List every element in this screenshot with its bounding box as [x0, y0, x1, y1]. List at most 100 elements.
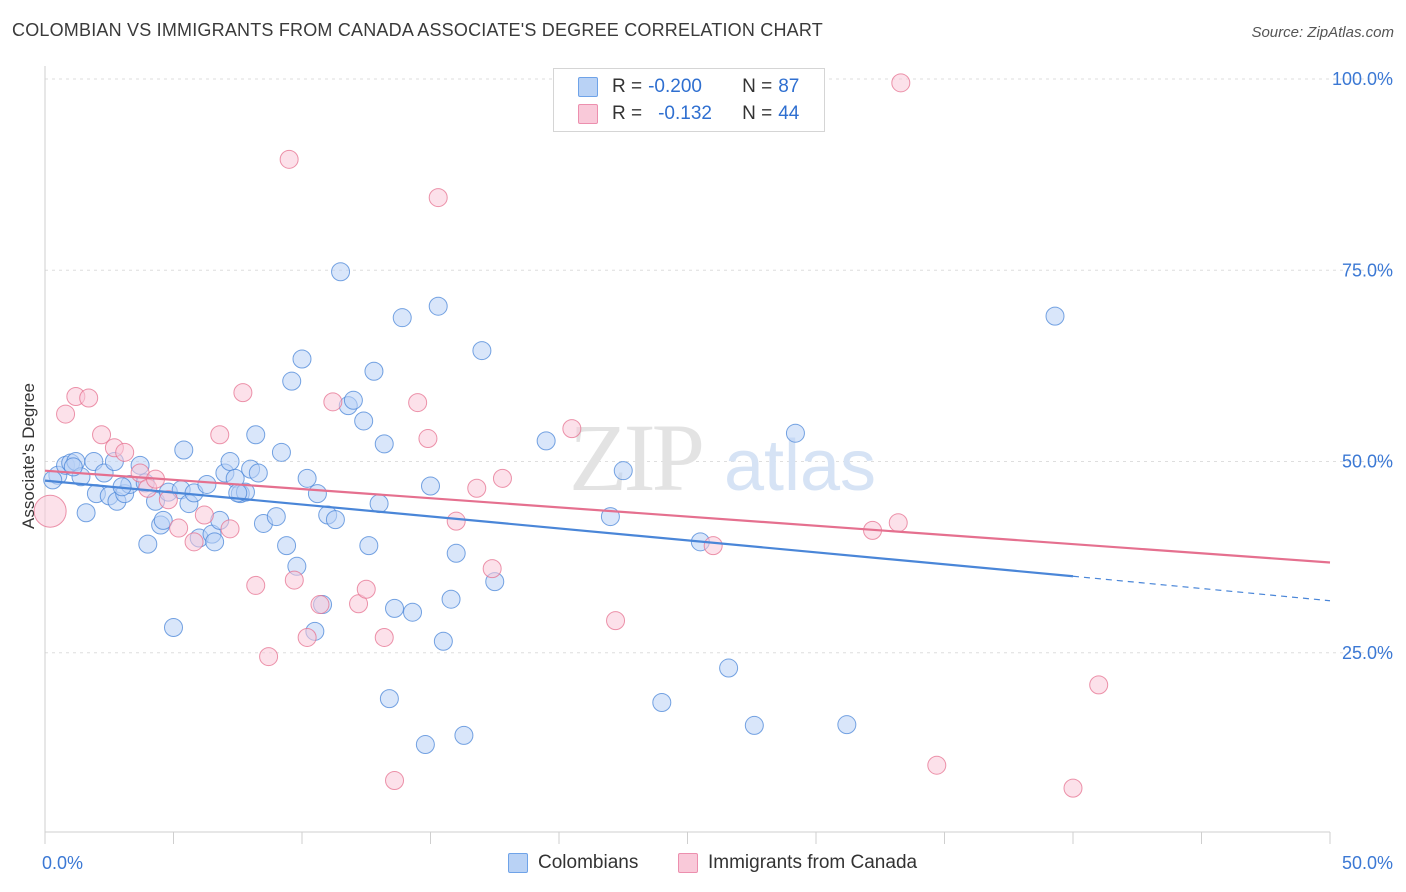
bottom-legend-label-colombians: Colombians [538, 852, 639, 873]
data-point-colombians [138, 534, 158, 554]
data-point-colombians [282, 371, 302, 391]
data-point-canada [606, 611, 626, 631]
data-point-canada [1063, 778, 1083, 798]
data-point-canada [284, 570, 304, 590]
y-axis-label: Associate's Degree [19, 383, 38, 529]
data-point-colombians [331, 262, 351, 282]
data-point-colombians [307, 484, 327, 504]
x-tick-label: 50.0% [1342, 853, 1393, 873]
data-point-colombians [266, 507, 286, 527]
y-tick-label: 75.0% [1342, 260, 1393, 280]
data-point-canada [220, 519, 240, 539]
data-point-colombians [415, 735, 435, 755]
data-point-colombians [205, 532, 225, 552]
data-point-colombians [359, 536, 379, 556]
legend-n-label: N = [742, 103, 773, 124]
data-point-canada [210, 425, 230, 445]
legend-n-value: 44 [778, 103, 800, 124]
data-point-colombians [271, 442, 291, 462]
data-point-canada [79, 388, 99, 408]
data-point-colombians [343, 390, 363, 410]
data-point-canada [385, 771, 405, 791]
data-point-colombians [164, 618, 183, 638]
data-point-colombians [246, 425, 266, 445]
legend-row-colombians: R = -0.200 N = 87 [578, 75, 799, 99]
bottom-legend-canada[interactable]: Immigrants from Canada [678, 852, 917, 874]
chart-title: COLOMBIAN VS IMMIGRANTS FROM CANADA ASSO… [12, 20, 823, 40]
data-point-canada [194, 505, 214, 525]
legend-n-label: N = [742, 76, 773, 97]
data-point-canada [446, 511, 466, 531]
legend-swatch-canada [578, 104, 598, 124]
data-point-colombians [837, 715, 857, 735]
axes [44, 66, 1331, 844]
trend-line-colombians [44, 479, 1074, 578]
data-point-colombians [744, 715, 764, 735]
data-point-canada [891, 73, 911, 93]
x-tick-label: 0.0% [42, 853, 83, 873]
bottom-legend-swatch-canada [678, 853, 698, 873]
y-tick-label: 50.0% [1342, 452, 1393, 472]
data-point-colombians [428, 296, 448, 316]
data-point-colombians [785, 423, 805, 443]
data-point-colombians [454, 725, 474, 745]
data-point-canada [233, 383, 253, 403]
series-colombians-points [43, 262, 1065, 755]
data-point-canada [169, 518, 189, 538]
data-point-colombians [441, 589, 461, 609]
data-point-colombians [536, 431, 556, 451]
data-point-canada [115, 442, 135, 462]
legend-r-value: -0.132 [658, 103, 712, 124]
data-point-canada [158, 490, 178, 510]
data-point-canada [92, 425, 112, 445]
data-point-canada [246, 575, 266, 595]
bottom-legend-colombians[interactable]: Colombians [508, 852, 638, 874]
data-point-canada [297, 627, 317, 647]
data-point-colombians [76, 503, 96, 523]
data-point-colombians [292, 349, 312, 369]
data-point-canada [492, 468, 512, 488]
data-point-colombians [379, 689, 399, 709]
data-point-colombians [385, 598, 405, 618]
data-point-canada [323, 392, 343, 412]
y-tick-label: 25.0% [1342, 643, 1393, 663]
legend-row-canada: R = -0.132 N = 44 [578, 102, 799, 126]
data-point-colombians [403, 602, 423, 622]
data-point-canada [408, 393, 428, 413]
gridlines [45, 78, 1392, 654]
data-point-canada [184, 532, 204, 552]
data-point-colombians [174, 440, 194, 460]
y-tick-label: 100.0% [1332, 69, 1393, 89]
data-point-colombians [374, 434, 394, 454]
source-label: Source: ZipAtlas.com [1251, 24, 1394, 41]
data-point-colombians [1045, 306, 1065, 326]
data-point-canada [562, 419, 582, 439]
data-point-canada [1089, 675, 1109, 695]
data-point-colombians [719, 658, 739, 678]
data-point-canada [703, 536, 723, 556]
series-canada-points [33, 73, 1109, 798]
legend-n-value: 87 [778, 76, 800, 97]
data-point-colombians [392, 308, 412, 328]
watermark: ZIP atlas [569, 404, 876, 511]
data-point-canada [259, 647, 279, 667]
data-point-canada [888, 513, 908, 533]
watermark-zip: ZIP [569, 404, 702, 511]
data-point-canada [482, 559, 502, 579]
data-point-colombians [364, 361, 384, 381]
data-point-colombians [153, 510, 173, 530]
data-point-colombians [421, 476, 440, 496]
data-point-colombians [446, 543, 466, 563]
tick-labels: 25.0% 50.0% 75.0% 100.0% 0.0% 50.0% [42, 69, 1393, 873]
data-point-canada [279, 149, 299, 169]
legend-swatch-colombians [578, 77, 598, 97]
data-point-colombians [652, 692, 672, 712]
data-point-colombians [472, 341, 492, 361]
data-point-colombians [613, 461, 633, 481]
trend-lines [44, 469, 1331, 602]
data-point-canada [310, 595, 330, 615]
bottom-legend-label-canada: Immigrants from Canada [708, 852, 918, 873]
data-point-canada [374, 627, 394, 647]
trend-line-canada [44, 469, 1331, 564]
